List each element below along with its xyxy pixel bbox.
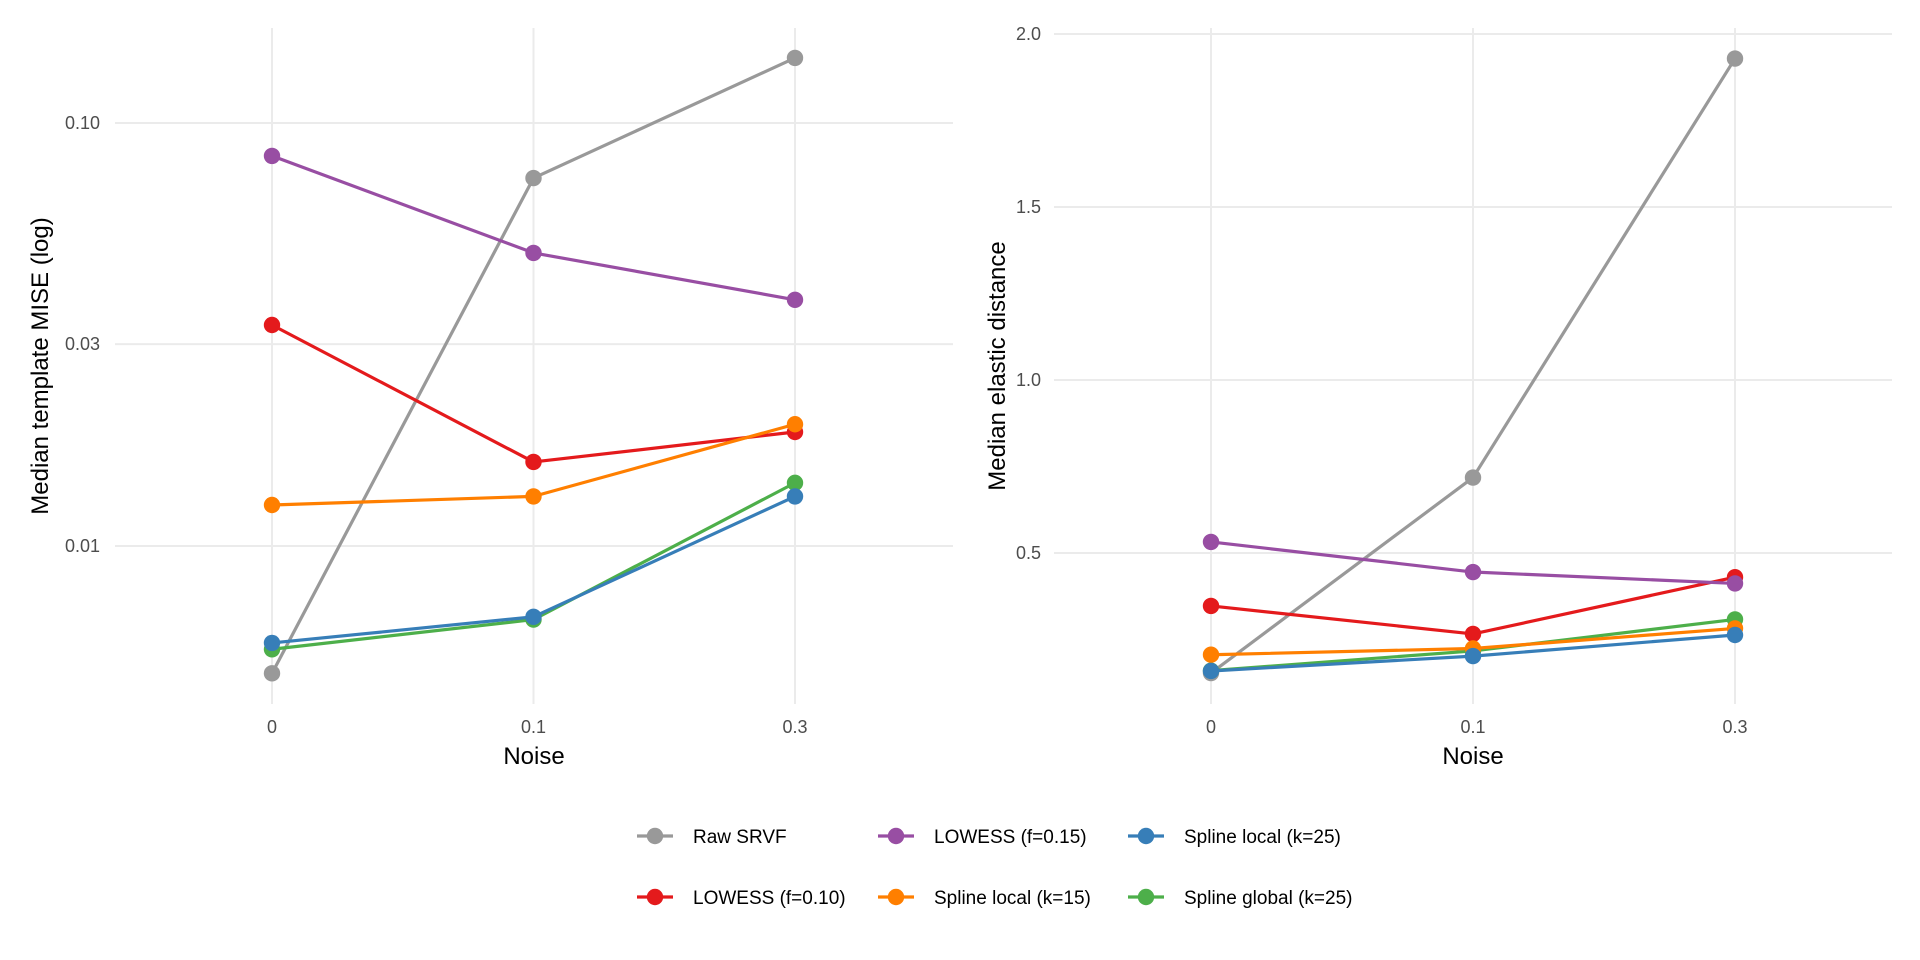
y-tick-label: 1.5: [1016, 197, 1041, 217]
series-spline-local-k-15: Spline local (k=15) @ 0: 0.0125 Spline lo…: [263, 416, 804, 514]
data-point: LOWESS (f=0.15) @ 0: 0.532: [1202, 533, 1220, 551]
x-tick-label: 0.3: [782, 717, 807, 737]
y-tick-label: 1.0: [1016, 370, 1041, 390]
series-spline-local-k-25: Spline local (k=25) @ 0: 0.0059 Spline lo…: [263, 488, 804, 652]
series-group: Raw SRVF @ 0: 0.005 Raw SRVF @ 0.1: 0.074…: [263, 49, 804, 682]
legend-key-point: [646, 827, 664, 845]
x-axis-title: Noise: [503, 743, 564, 770]
legend-item: Spline local (k=25): [1128, 827, 1341, 848]
series-lowess-f-0-15: LOWESS (f=0.15) @ 0: 0.532 LOWESS (f=0.15…: [1202, 533, 1744, 592]
legend-key-point: [887, 827, 905, 845]
y-tick-labels: 0.01 0.03 0.10: [65, 113, 100, 556]
series-raw-srvf: Raw SRVF @ 0: 0.005 Raw SRVF @ 0.1: 0.074…: [263, 49, 804, 682]
data-point: LOWESS (f=0.10) @ 0: 0.0333: [263, 316, 281, 334]
data-point: LOWESS (f=0.15) @ 0.3: 0.412: [1726, 575, 1744, 592]
x-tick-label: 0: [267, 717, 277, 737]
legend: Raw SRVF LOWESS (f=0.15) Spline local (k=2…: [637, 827, 1352, 909]
data-point: Spline global (k=25) @ 0.3: 0.0141: [786, 474, 804, 492]
gridlines: [1054, 28, 1892, 704]
x-axis-title: Noise: [1442, 743, 1503, 770]
data-point: Raw SRVF @ 0: 0.005: [263, 665, 281, 682]
data-point: LOWESS (f=0.10) @ 0: 0.347: [1202, 597, 1220, 615]
legend-label: Raw SRVF: [693, 827, 787, 848]
data-point: Spline local (k=15) @ 0: 0.0125: [263, 496, 281, 514]
legend-label: Spline local (k=25): [1184, 827, 1341, 848]
legend-key-point: [1137, 827, 1155, 845]
y-axis-title: Median elastic distance: [984, 241, 1011, 490]
y-tick-label: 0.5: [1016, 543, 1041, 563]
y-tick-label: 0.03: [65, 334, 100, 354]
x-tick-labels: 0 0.1 0.3: [1206, 717, 1748, 737]
x-tick-label: 0: [1206, 717, 1216, 737]
data-point: LOWESS (f=0.15) @ 0.1: 0.0493: [525, 244, 542, 262]
panel-left-mise: 0.01 0.03 0.10 0 0.1 0.3 Raw SRVF @ 0: 0.005…: [27, 28, 953, 770]
series-lowess-f-0-15: LOWESS (f=0.15) @ 0: 0.0836 LOWESS (f=0.1…: [263, 147, 804, 308]
legend-label: LOWESS (f=0.10): [693, 888, 846, 909]
data-point: Spline local (k=25) @ 0.1: 0.202: [1464, 647, 1482, 665]
data-point: LOWESS (f=0.15) @ 0.1: 0.445: [1464, 563, 1482, 581]
series-spline-local-k-25: Spline local (k=25) @ 0: 0.159Spline loc…: [1202, 626, 1744, 680]
x-tick-label: 0.1: [521, 717, 546, 737]
y-axis-title: Median template MISE (log): [27, 217, 54, 514]
legend-item: Spline local (k=15): [878, 888, 1091, 909]
legend-label: LOWESS (f=0.15): [934, 827, 1087, 848]
legend-key-point: [1137, 888, 1155, 906]
legend-item: Raw SRVF: [637, 827, 787, 848]
gridlines: [115, 28, 953, 704]
data-point: Spline local (k=25) @ 0.1: 0.0068: [525, 608, 542, 626]
x-tick-label: 0.3: [1722, 717, 1747, 737]
x-tick-label: 0.1: [1460, 717, 1485, 737]
y-tick-labels: 0.5 1.0 1.5 2.0: [1016, 24, 1041, 563]
x-tick-labels: 0 0.1 0.3: [267, 717, 808, 737]
data-point: Spline local (k=15) @ 0: 0.206: [1202, 646, 1220, 663]
legend-label: Spline global (k=25): [1184, 888, 1352, 909]
data-point: LOWESS (f=0.15) @ 0.3: 0.0382: [786, 291, 804, 308]
legend-label: Spline local (k=15): [934, 888, 1091, 909]
data-point: Raw SRVF @ 0.3: 1.929: [1726, 50, 1744, 67]
data-point: Spline local (k=25) @ 0.3: 0.0131: [786, 488, 804, 505]
data-point: Spline local (k=15) @ 0.3: 0.0194: [786, 416, 804, 433]
data-point: Spline local (k=15) @ 0.1: 0.0131: [525, 488, 542, 505]
legend-key-point: [646, 888, 664, 906]
panel-right-elastic: 0.5 1.0 1.5 2.0 0 0.1 0.3 Raw SRVF @ 0: 0.153…: [984, 24, 1892, 770]
legend-item: Spline global (k=25): [1128, 888, 1352, 909]
data-point: Raw SRVF @ 0.3: 0.1425: [786, 49, 804, 67]
legend-item: LOWESS (f=0.10): [637, 888, 846, 909]
data-point: LOWESS (f=0.15) @ 0: 0.0836: [263, 147, 281, 165]
legend-item: LOWESS (f=0.15): [878, 827, 1087, 848]
y-tick-label: 0.10: [65, 113, 100, 133]
y-tick-label: 0.01: [65, 536, 100, 556]
data-point: LOWESS (f=0.10) @ 0.1: 0.0158: [525, 453, 542, 471]
data-point: Spline local (k=25) @ 0.3: 0.263: [1726, 626, 1744, 644]
data-point: Raw SRVF @ 0.1: 0.718: [1464, 469, 1482, 486]
y-tick-label: 2.0: [1016, 24, 1041, 44]
data-point: Spline local (k=25) @ 0: 0.0059: [263, 634, 281, 652]
data-point: Spline local (k=25) @ 0: 0.159: [1202, 662, 1220, 680]
data-point: Raw SRVF @ 0.1: 0.0741: [525, 169, 542, 187]
legend-key-point: [887, 888, 905, 906]
data-point: LOWESS (f=0.10) @ 0.1: 0.266: [1464, 625, 1482, 643]
series-group: Raw SRVF @ 0: 0.153Raw SRVF @ 0.1: 0.718…: [1202, 50, 1744, 682]
